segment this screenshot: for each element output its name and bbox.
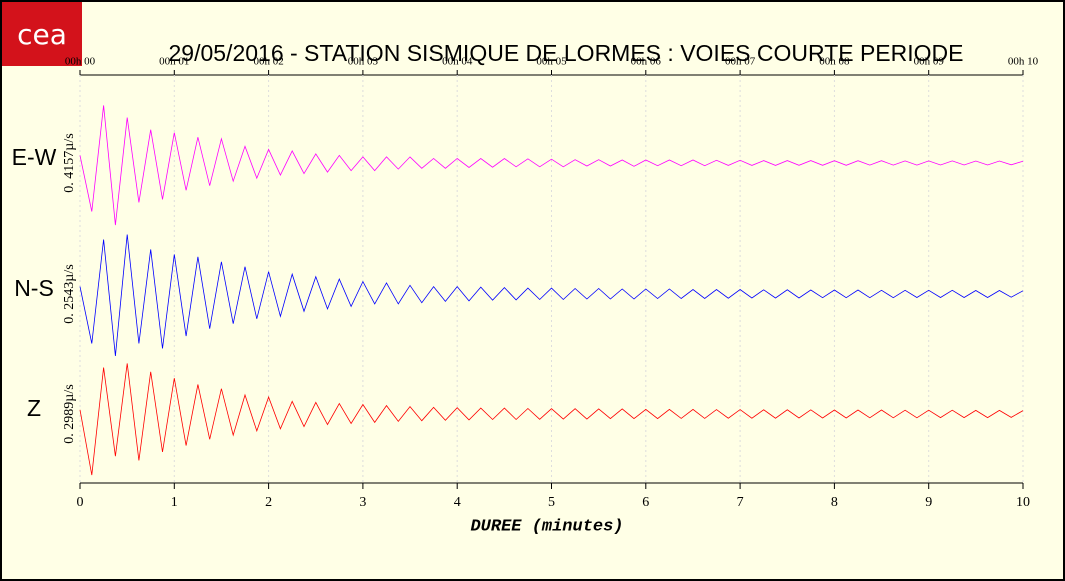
trace: [79, 234, 1024, 356]
top-tick-label: 00h 03: [348, 56, 379, 68]
top-tick-label: 00h 01: [159, 56, 189, 68]
channel-label: Z: [27, 395, 41, 421]
x-tick-label: 4: [454, 495, 461, 510]
x-tick-label: 5: [548, 495, 555, 510]
x-tick-label: 9: [925, 495, 932, 510]
logo: cea: [17, 18, 67, 51]
trace: [79, 105, 1024, 226]
top-tick-label: 00h 06: [631, 56, 662, 68]
top-tick-label: 00h 09: [914, 56, 945, 68]
scale-label: 0. 4157µ/s: [62, 133, 77, 192]
top-tick-label: 00h 04: [442, 56, 473, 68]
x-tick-label: 7: [737, 495, 744, 510]
top-tick-label: 00h 02: [253, 56, 283, 68]
top-tick-label: 00h 08: [819, 56, 850, 68]
top-tick-label: 00h 00: [65, 56, 96, 68]
top-tick-label: 00h 05: [536, 56, 567, 68]
chart-title: 29/05/2016 - STATION SISMIQUE DE LORMES …: [169, 40, 964, 66]
channel-label: N-S: [14, 275, 54, 301]
x-tick-label: 2: [265, 495, 272, 510]
x-tick-label: 10: [1016, 495, 1030, 510]
top-tick-label: 00h 07: [725, 56, 756, 68]
x-axis-label: DUREE (minutes): [470, 517, 623, 536]
x-tick-label: 3: [359, 495, 366, 510]
x-tick-label: 6: [642, 495, 649, 510]
trace: [79, 363, 1024, 476]
top-tick-label: 00h 10: [1008, 56, 1039, 68]
x-tick-label: 8: [831, 495, 838, 510]
scale-label: 0. 2989µ/s: [62, 384, 77, 443]
logo-box: [2, 2, 82, 66]
x-tick-label: 1: [171, 495, 178, 510]
x-tick-label: 0: [77, 495, 84, 510]
channel-label: E-W: [12, 144, 57, 170]
scale-label: 0. 2543µ/s: [62, 264, 77, 323]
